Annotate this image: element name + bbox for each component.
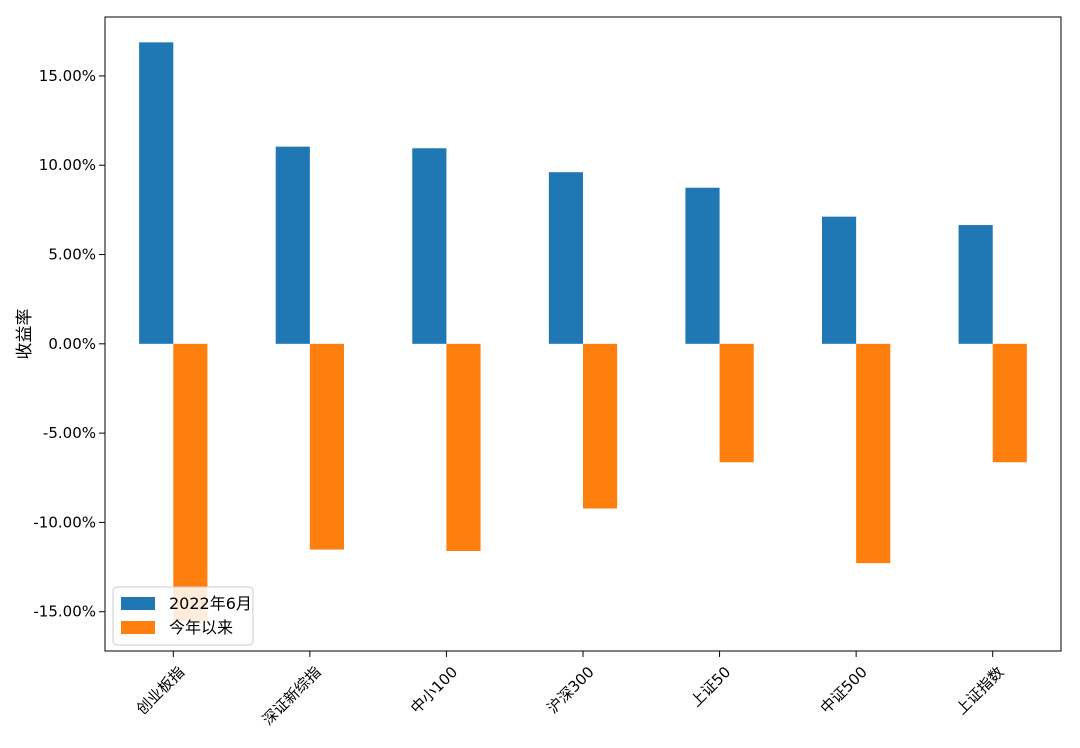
bars-layer <box>139 42 1027 621</box>
y-tick-label: 15.00% <box>39 67 96 85</box>
x-tick-label: 深证新综指 <box>259 663 325 729</box>
y-axis: 15.00% 10.00% 5.00% 0.00% -5.00% -10.00% -15.0… <box>33 67 105 621</box>
legend-label-2: 今年以来 <box>169 618 233 637</box>
bar-series-2-2 <box>309 343 344 550</box>
x-tick-label: 中证500 <box>817 663 871 717</box>
y-tick-label: -15.00% <box>33 603 96 621</box>
bar-series-2-5 <box>719 343 754 463</box>
bar-series-2-3 <box>446 343 481 551</box>
x-tick-label: 沪深300 <box>544 663 598 717</box>
bar-series-2-6 <box>856 343 891 564</box>
legend-swatch-2 <box>121 621 155 634</box>
x-tick-label: 上证指数 <box>952 663 1007 718</box>
x-tick-label: 上证50 <box>687 663 734 710</box>
x-tick-label: 创业板指 <box>133 663 188 718</box>
y-tick-label: -10.00% <box>33 513 96 531</box>
y-tick-label: 0.00% <box>48 335 96 353</box>
y-tick-label: 5.00% <box>48 246 96 264</box>
bar-series-1-4 <box>548 172 583 344</box>
x-tick-label: 中小100 <box>407 663 461 717</box>
bar-series-1-6 <box>822 216 857 344</box>
bar-series-2-1 <box>173 343 208 621</box>
bar-series-1-1 <box>139 42 174 344</box>
bar-series-1-3 <box>412 148 447 344</box>
y-tick-label: -5.00% <box>43 424 96 442</box>
bar-series-1-5 <box>685 187 720 344</box>
y-tick-label: 10.00% <box>39 156 96 174</box>
legend-label-1: 2022年6月 <box>169 594 252 613</box>
bar-series-2-4 <box>583 343 618 509</box>
y-axis-label: 收益率 <box>15 309 35 360</box>
bar-series-2-7 <box>992 343 1027 463</box>
x-axis: 创业板指 深证新综指 中小100 沪深300 上证50 中证500 上证指数 <box>133 651 1007 729</box>
bar-series-1-2 <box>275 146 310 344</box>
legend-swatch-1 <box>121 597 155 610</box>
bar-series-1-7 <box>958 225 993 344</box>
